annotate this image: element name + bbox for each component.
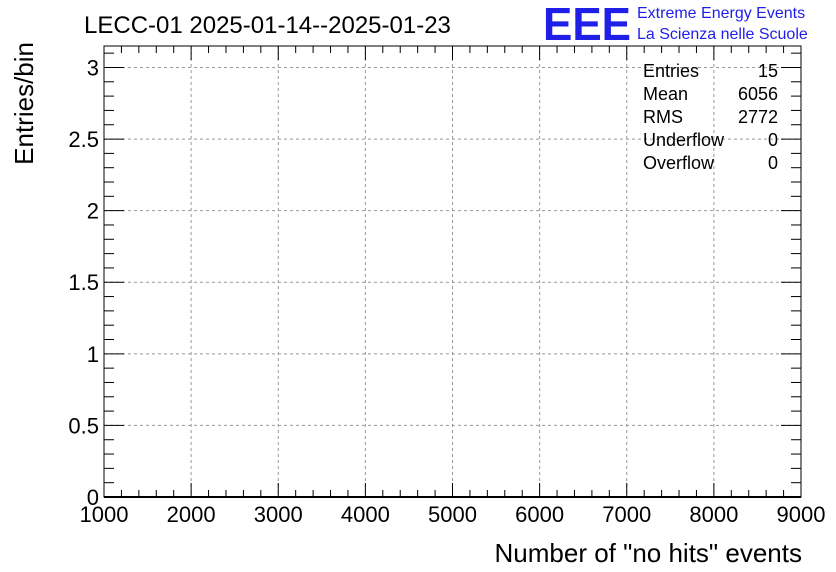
x-tick-label: 7000: [602, 502, 651, 527]
logo-line-1: Extreme Energy Events: [637, 5, 805, 22]
chart-title: LECC-01 2025-01-14--2025-01-23: [84, 12, 451, 39]
eee-logo: EEE Extreme Energy Events La Scienza nel…: [543, 0, 808, 50]
x-tick-label: 9000: [777, 502, 826, 527]
x-tick-label: 8000: [689, 502, 738, 527]
y-tick-label: 1.5: [68, 270, 99, 295]
stats-label: Overflow: [643, 153, 715, 173]
x-tick-label: 5000: [428, 502, 477, 527]
stats-label: Underflow: [643, 130, 725, 150]
x-tick-label: 4000: [341, 502, 390, 527]
y-tick-label: 2.5: [68, 127, 99, 152]
y-tick-label: 3: [87, 55, 99, 80]
stats-value: 15: [758, 61, 778, 81]
x-tick-label: 6000: [515, 502, 564, 527]
stats-value: 2772: [738, 107, 778, 127]
stats-label: Entries: [643, 61, 699, 81]
stats-value: 6056: [738, 84, 778, 104]
x-tick-label: 2000: [167, 502, 216, 527]
x-tick-labels: 1000 2000 3000 4000 5000 6000 7000 8000 9000: [80, 502, 826, 527]
stats-label: RMS: [643, 107, 683, 127]
axis-ticks: [103, 46, 802, 498]
logo-line-2: La Scienza nelle Scuole: [637, 26, 808, 43]
stats-label: Mean: [643, 84, 688, 104]
y-axis-label: Entries/bin: [9, 42, 39, 165]
y-tick-label: 0.5: [68, 413, 99, 438]
grid-lines: [104, 46, 801, 497]
y-tick-label: 2: [87, 199, 99, 224]
eee-logo-mark: EEE: [543, 0, 631, 50]
y-tick-labels: 0 0.5 1 1.5 2 2.5 3: [68, 55, 99, 510]
y-tick-label: 1: [87, 342, 99, 367]
x-tick-label: 1000: [80, 502, 129, 527]
stats-box: Entries 15 Mean 6056 RMS 2772 Underflow 0 Overfl…: [643, 61, 778, 173]
x-tick-label: 3000: [254, 502, 303, 527]
y-tick-label: 0: [87, 485, 99, 510]
stats-value: 0: [768, 130, 778, 150]
x-axis-label: Number of "no hits" events: [495, 538, 803, 568]
stats-value: 0: [768, 153, 778, 173]
